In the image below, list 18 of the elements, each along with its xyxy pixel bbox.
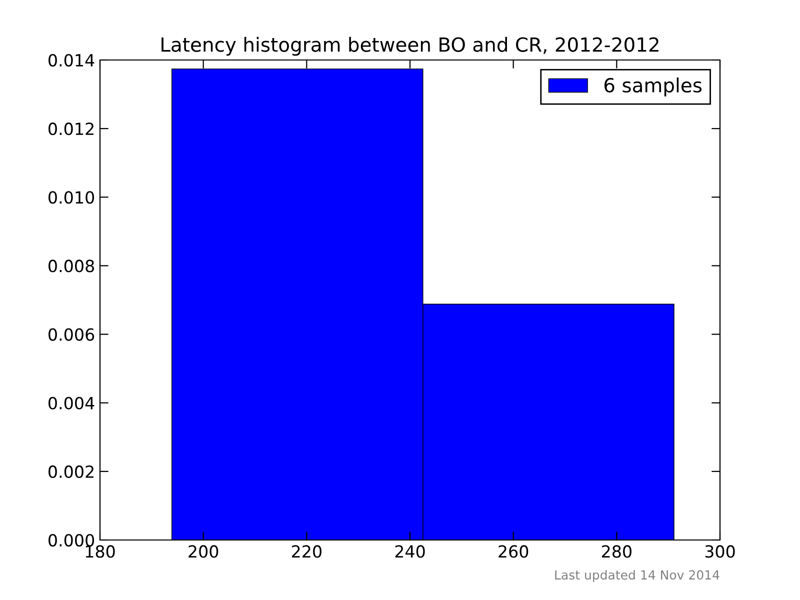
x-tick-label: 240 bbox=[395, 545, 425, 558]
x-tick-label: 200 bbox=[188, 545, 218, 558]
x-tick-label: 180 bbox=[86, 545, 115, 558]
text: Last updated 14 Nov 2014 bbox=[555, 570, 720, 582]
chart-title: Latency histogram between BO and CR, 2012-2012 bbox=[162, 36, 658, 56]
y-tick-label: 0.004 bbox=[48, 396, 94, 410]
y-tick-label: 0.012 bbox=[48, 122, 94, 136]
y-tick-label: 0.000 bbox=[48, 534, 94, 547]
x-tick-label: 300 bbox=[705, 545, 735, 558]
y-tick-label: 0.010 bbox=[48, 191, 94, 204]
x-tick-label: 220 bbox=[292, 545, 322, 558]
legend-label: 6 samples bbox=[604, 78, 702, 96]
x-tick-label: 280 bbox=[602, 545, 632, 558]
y-tick-label: 0.008 bbox=[48, 260, 94, 272]
y-tick-label: 0.002 bbox=[48, 465, 94, 478]
y-tick-label: 0.006 bbox=[48, 328, 94, 341]
x-tick-label: 260 bbox=[498, 545, 528, 558]
y-tick-label: 0.014 bbox=[48, 54, 94, 67]
